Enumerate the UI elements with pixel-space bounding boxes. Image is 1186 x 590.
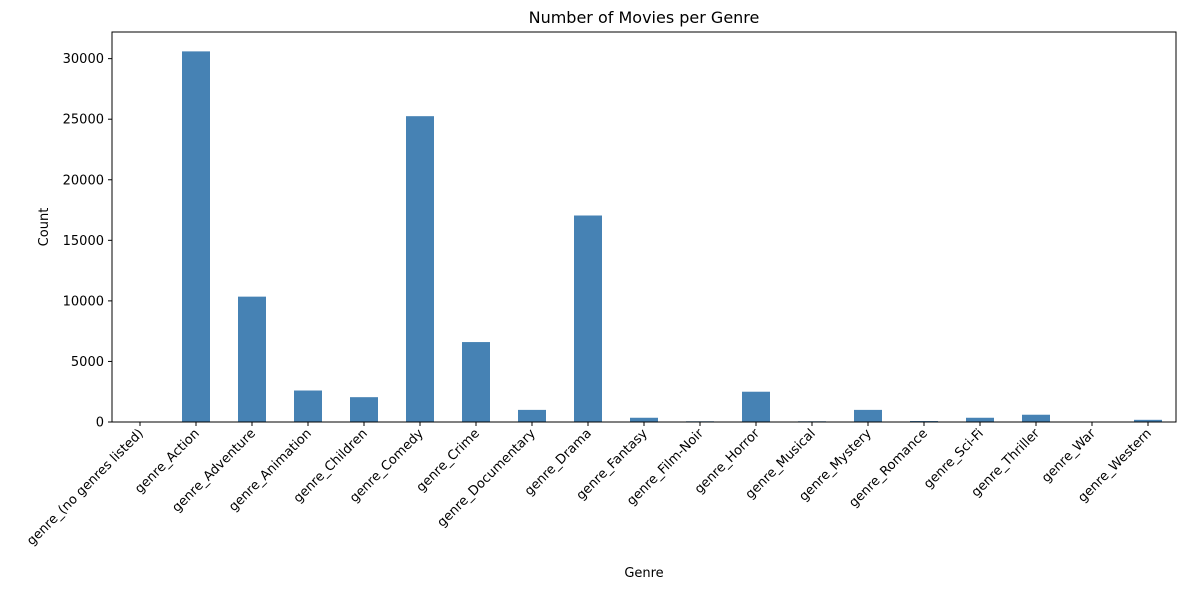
bar — [574, 215, 602, 422]
bar — [350, 397, 378, 422]
bars — [182, 51, 1162, 423]
bar — [462, 342, 490, 422]
y-tick-label: 20000 — [63, 173, 104, 188]
bar — [518, 409, 546, 422]
y-tick-label: 25000 — [63, 113, 104, 128]
bar — [854, 409, 882, 422]
bar — [294, 390, 322, 422]
y-tick-label: 10000 — [63, 294, 104, 309]
chart-title: Number of Movies per Genre — [529, 8, 760, 27]
y-tick-label: 30000 — [63, 52, 104, 67]
bar — [1022, 414, 1050, 422]
plot-frame — [111, 31, 1177, 423]
y-tick-label: 0 — [96, 416, 104, 431]
x-axis-title: Genre — [624, 566, 663, 581]
bar — [630, 417, 658, 422]
y-tick-label: 15000 — [63, 234, 104, 249]
bar — [1134, 419, 1162, 422]
bar — [238, 296, 266, 422]
y-axis: 0 5000 10000 15000 20000 25000 30000 — [63, 52, 112, 431]
y-axis-title: Count — [37, 208, 52, 247]
bar — [182, 51, 210, 423]
bar — [406, 116, 434, 423]
bar — [742, 391, 770, 422]
bar — [966, 417, 994, 422]
y-tick-label: 5000 — [71, 355, 104, 370]
